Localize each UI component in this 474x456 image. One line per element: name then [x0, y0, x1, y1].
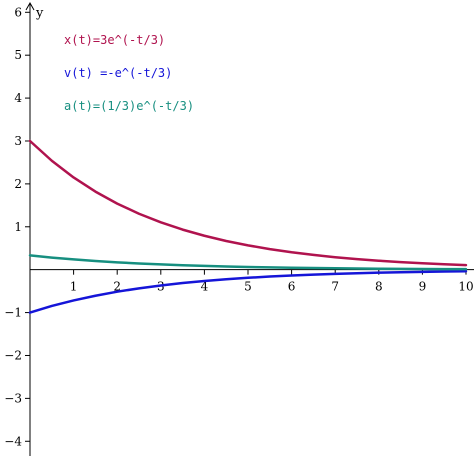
y-tick-label: 1 — [14, 220, 22, 234]
x-tick-label: 9 — [419, 280, 427, 294]
series-line-1 — [28, 139, 468, 267]
x-tick-label: 2 — [113, 280, 121, 294]
y-tick-label: 4 — [14, 91, 22, 105]
x-tick-label: 4 — [201, 280, 209, 294]
y-tick-label: −3 — [4, 391, 22, 405]
x-tick-label: 7 — [331, 280, 339, 294]
legend-entry-3: a(t)=(1/3)e^(-t/3) — [64, 99, 194, 113]
x-tick-label: 1 — [70, 280, 78, 294]
y-tick-label: 6 — [14, 5, 22, 19]
y-axis-label: y — [35, 6, 44, 21]
x-tick-label: 6 — [288, 280, 296, 294]
x-tick-label: 8 — [375, 280, 383, 294]
y-tick-label: 2 — [14, 177, 22, 191]
y-tick-label: −1 — [4, 306, 22, 320]
series-layer — [28, 139, 468, 314]
y-axis-arrow — [25, 1, 35, 11]
series-line-3 — [28, 254, 468, 271]
y-tick-label: −2 — [4, 348, 22, 362]
legend-entry-1: x(t)=3e^(-t/3) — [64, 33, 165, 47]
series-line-2 — [28, 269, 468, 314]
x-tick-label: 10 — [458, 280, 473, 294]
legend: x(t)=3e^(-t/3) v(t) =-e^(-t/3) a(t)=(1/3)e… — [64, 33, 194, 113]
y-tick-label: 5 — [14, 48, 22, 62]
y-tick-label: −4 — [4, 434, 22, 448]
legend-entry-2: v(t) =-e^(-t/3) — [64, 66, 172, 80]
x-tick-label: 5 — [244, 280, 252, 294]
y-tick-label: 3 — [14, 134, 22, 148]
